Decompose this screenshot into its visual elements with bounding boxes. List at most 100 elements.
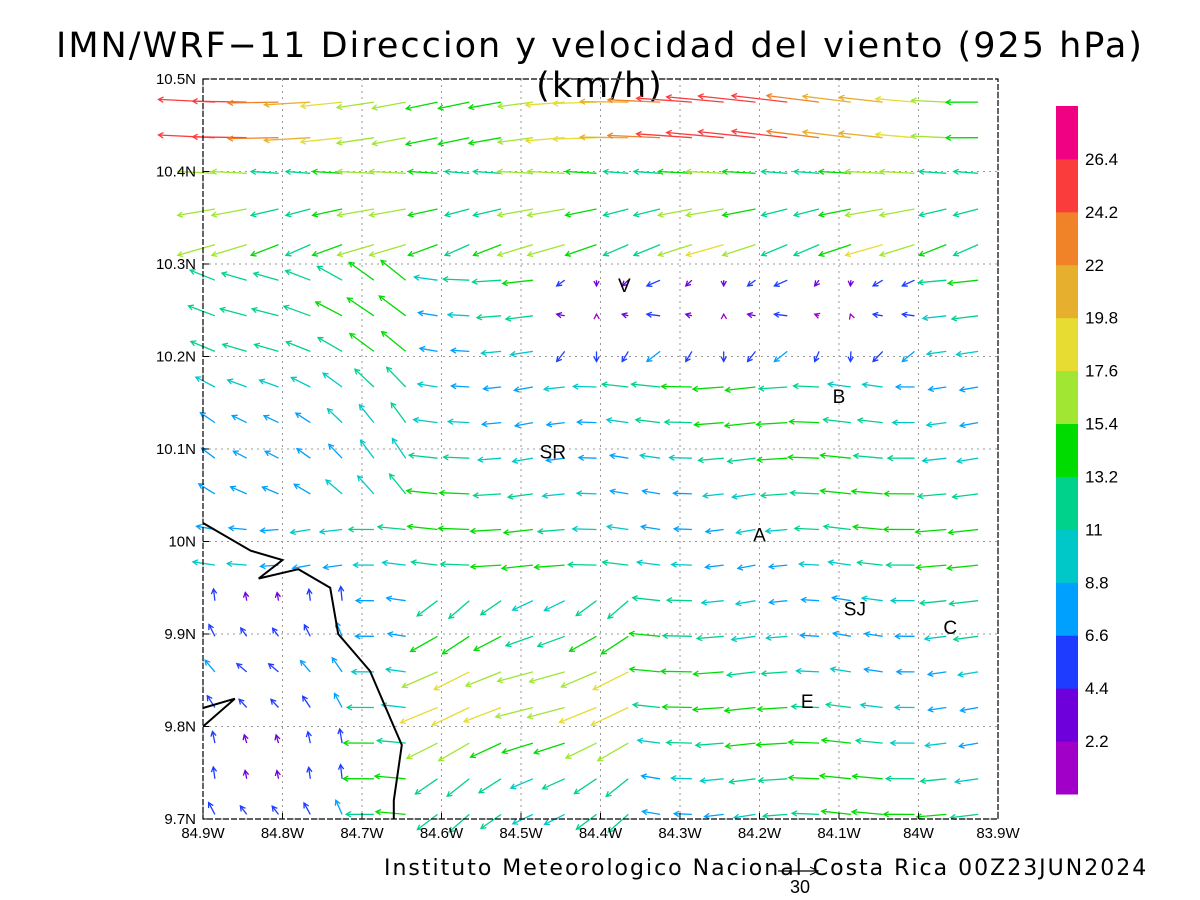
wind-vector [673, 492, 692, 495]
place-labels: V B SR A SJ C E [540, 276, 958, 713]
wind-vector [879, 208, 915, 217]
wind-vector [802, 95, 851, 103]
place-label: SR [540, 442, 566, 463]
wind-vector [734, 813, 756, 819]
wind-vector [200, 412, 216, 424]
wind-vector-head [765, 92, 773, 100]
wind-vector-head [480, 420, 488, 428]
wind-vector [177, 170, 215, 174]
wind-vector-head [238, 698, 245, 705]
wind-vector-head [894, 633, 901, 640]
wind-vector [448, 813, 470, 833]
axis-ticks: 84.9W 84.8W 84.7W 84.6W 84.5W 84.4W 84.3W 84.2W… [156, 71, 1021, 842]
wind-vector [312, 208, 343, 217]
wind-vector [698, 130, 756, 139]
wind-vector-head [661, 632, 669, 639]
wind-vector [947, 564, 979, 569]
wind-vector-head [765, 634, 772, 641]
wind-vector-head [566, 561, 574, 568]
wind-vector-head [620, 312, 628, 319]
wind-vector-head [437, 755, 445, 762]
wind-vector-head [511, 818, 519, 825]
wind-vector-head [851, 773, 858, 780]
colorbar-tick-label: 6.6 [1085, 626, 1109, 645]
wind-vector-head [334, 798, 341, 806]
wind-vector [671, 777, 692, 780]
wind-vector-head [600, 381, 608, 388]
wind-vector [497, 671, 534, 682]
wind-vector [792, 812, 820, 816]
wind-vector [661, 670, 692, 673]
wind-vector [508, 493, 533, 498]
wind-vector-head [829, 666, 837, 673]
wind-vector [525, 137, 565, 142]
wind-vector [533, 742, 565, 754]
colorbar-segment [1056, 476, 1078, 530]
wind-vector-head [267, 662, 275, 670]
wind-vector [259, 379, 279, 388]
y-tick-label: 10.4N [156, 164, 196, 181]
wind-vector-head [469, 752, 477, 759]
wind-vector [515, 421, 534, 427]
wind-vector-head [697, 128, 704, 136]
wind-vector-head [657, 168, 664, 175]
wind-vector [761, 671, 788, 675]
wind-vector [763, 813, 788, 817]
wind-vector-head [724, 386, 731, 394]
wind-vector-head [299, 102, 307, 110]
wind-vector [845, 243, 883, 256]
wind-vector [799, 563, 820, 566]
wind-vector-head [210, 587, 218, 595]
wind-vector-head [263, 101, 270, 108]
colorbar-tick-label: 13.2 [1085, 467, 1118, 486]
coastline [202, 522, 403, 819]
wind-vector-head [910, 133, 917, 140]
wind-vector-head [684, 168, 692, 175]
wind-vector [853, 454, 883, 459]
wind-vector [386, 366, 407, 388]
wind-vector [443, 456, 470, 459]
coastline-peninsula [202, 697, 236, 728]
wind-vector-head [511, 457, 519, 465]
wind-vector-head [657, 211, 664, 218]
wind-vector [769, 564, 788, 568]
wind-vector-head [691, 385, 699, 393]
wind-vector-head [477, 787, 485, 794]
wind-vector-head [373, 773, 381, 780]
wind-vector-head [787, 454, 794, 461]
wind-vector-head [399, 718, 407, 725]
wind-vector-head [261, 485, 268, 492]
wind-vector-head [220, 271, 228, 278]
wind-vector [603, 208, 629, 217]
wind-vector [766, 94, 820, 103]
wind-vector [544, 600, 565, 612]
wind-vector-head [958, 421, 966, 429]
wind-vector-head [797, 561, 805, 568]
wind-vector [447, 314, 470, 317]
wind-vector [386, 668, 406, 673]
wind-vector-head [621, 280, 628, 287]
wind-vector [212, 588, 216, 601]
wind-vector [918, 279, 947, 284]
wind-vector-head [336, 168, 343, 175]
wind-vector [377, 526, 406, 531]
wind-vector [546, 421, 565, 426]
wind-vector-head [230, 414, 238, 421]
wind-vector-head [635, 559, 643, 566]
wind-vector [852, 811, 883, 816]
wind-vector [340, 586, 343, 601]
wind-vector-head [634, 416, 642, 424]
wind-vector-head [545, 421, 553, 428]
wind-vector-head [418, 345, 426, 353]
wind-vector [915, 528, 947, 533]
wind-vector-head [847, 356, 854, 363]
wind-vector-head [576, 418, 583, 426]
colorbar-tick-label: 2.2 [1085, 732, 1109, 751]
wind-vector [610, 490, 629, 495]
wind-vector-head [337, 763, 345, 770]
wind-vector-head [242, 769, 250, 776]
wind-vector [565, 170, 597, 174]
wind-vector [451, 349, 470, 353]
wind-vector-head [469, 563, 477, 570]
wind-vector-head [638, 452, 646, 460]
